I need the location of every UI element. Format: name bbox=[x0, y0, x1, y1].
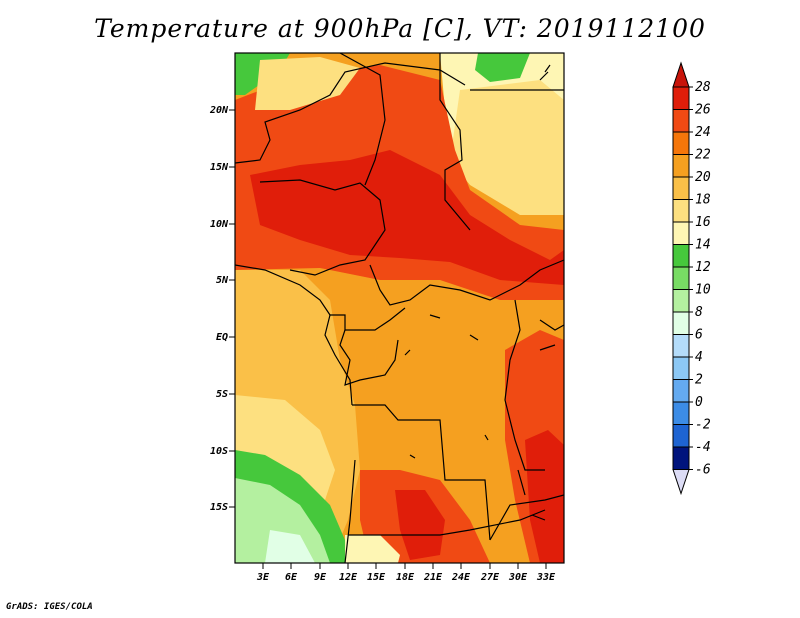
lat-label: 5S bbox=[216, 389, 228, 400]
colorbar-label: 8 bbox=[695, 305, 703, 320]
coastline-redsea bbox=[539, 64, 551, 81]
field-southwest-10-12 bbox=[235, 478, 330, 563]
map-frame bbox=[234, 52, 565, 564]
colorbar-swatch bbox=[672, 446, 690, 470]
coastline-angola bbox=[344, 459, 356, 563]
colorbar-label: 6 bbox=[695, 328, 703, 343]
field-north-18-20 bbox=[255, 57, 360, 110]
colorbar-swatch bbox=[672, 379, 690, 403]
temperature-field bbox=[235, 53, 564, 563]
coastline-gulf bbox=[235, 264, 331, 316]
lake-malawi bbox=[517, 469, 546, 521]
border-angola-drc bbox=[352, 404, 491, 541]
lat-label: 10S bbox=[210, 446, 228, 457]
colorbar-label: 0 bbox=[695, 395, 703, 410]
colorbar-swatch bbox=[672, 244, 690, 268]
border-north bbox=[235, 62, 466, 164]
colorbar-swatch bbox=[672, 401, 690, 425]
colorbar-label: -2 bbox=[695, 418, 711, 433]
border-uganda bbox=[539, 319, 564, 351]
lakes bbox=[404, 314, 489, 459]
colorbar-label: 20 bbox=[695, 170, 711, 185]
lon-label: 18E bbox=[396, 572, 415, 583]
field-sahel-28-plus bbox=[250, 150, 564, 285]
lon-label: 15E bbox=[367, 572, 386, 583]
lat-label: 15S bbox=[210, 502, 228, 513]
colorbar-label: 10 bbox=[695, 283, 711, 298]
colorbar-label: 22 bbox=[695, 148, 711, 163]
colorbar-label: 2 bbox=[695, 373, 703, 388]
lat-label: 5N bbox=[216, 275, 229, 286]
colorbar-swatch bbox=[672, 154, 690, 178]
country-borders bbox=[235, 53, 564, 563]
colorbar-label: 28 bbox=[695, 80, 711, 95]
lon-label: 33E bbox=[536, 572, 556, 583]
lon-label: 27E bbox=[480, 572, 500, 583]
colorbar-label: 14 bbox=[695, 238, 711, 253]
field-south-16-18 bbox=[345, 535, 400, 563]
colorbar-swatch bbox=[672, 86, 690, 110]
colorbar-label: 12 bbox=[695, 260, 711, 275]
border-nigeria bbox=[259, 179, 386, 276]
colorbar-swatch bbox=[672, 176, 690, 200]
colorbar-label: -6 bbox=[695, 463, 711, 478]
lon-label: 30E bbox=[508, 572, 528, 583]
colorbar-swatch bbox=[672, 334, 690, 358]
lat-label: 20N bbox=[209, 105, 229, 116]
colorbar-swatch bbox=[672, 289, 690, 313]
border-car bbox=[369, 259, 564, 306]
colorbar-swatch bbox=[672, 356, 690, 380]
colorbar-label: 18 bbox=[695, 193, 711, 208]
lat-label: 10N bbox=[210, 219, 229, 230]
grads-credit: GrADS: IGES/COLA bbox=[6, 602, 93, 612]
field-northeast-14-16 bbox=[475, 53, 530, 82]
field-northeast-18-20 bbox=[450, 80, 564, 215]
lat-label: 15N bbox=[210, 162, 229, 173]
colorbar-swatch bbox=[672, 221, 690, 245]
colorbar-swatch bbox=[672, 131, 690, 155]
colorbar-swatch bbox=[672, 109, 690, 133]
colorbar-label: 4 bbox=[695, 350, 703, 365]
border-congo bbox=[339, 329, 399, 386]
lon-label: 21E bbox=[423, 572, 443, 583]
coastline-gabon bbox=[324, 314, 353, 406]
latitude-axis: 20N 15N 10N 5N EQ 5S 10S 15S bbox=[209, 105, 235, 513]
border-great-lakes bbox=[504, 299, 545, 471]
colorbar-label: -4 bbox=[695, 440, 711, 455]
colorbar-swatch bbox=[672, 311, 690, 335]
border-namibia bbox=[348, 509, 546, 536]
border-niger-chad bbox=[339, 53, 386, 186]
longitude-axis: 3E 6E 9E 12E 15E 18E 21E 24E 27E 30E 33E bbox=[256, 563, 556, 583]
colorbar-swatch bbox=[672, 266, 690, 290]
lat-label: EQ bbox=[216, 332, 228, 343]
border-chad-sudan bbox=[439, 53, 471, 231]
map-title: Temperature at 900hPa [C], VT: 201911210… bbox=[94, 14, 706, 43]
lon-label: 9E bbox=[314, 572, 327, 583]
lon-label: 6E bbox=[285, 572, 298, 583]
field-southeast-28-plus bbox=[525, 430, 564, 563]
field-southwest-8-10 bbox=[265, 530, 315, 563]
lon-label: 3E bbox=[256, 572, 270, 583]
colorbar-label: 26 bbox=[695, 103, 711, 118]
border-cameroon-gabon bbox=[330, 307, 406, 331]
border-zambia bbox=[489, 494, 564, 541]
lon-label: 24E bbox=[451, 572, 471, 583]
colorbar-under-arrow bbox=[672, 469, 690, 496]
field-south-28-plus bbox=[395, 490, 445, 560]
colorbar-swatch bbox=[672, 199, 690, 223]
colorbar-label: 24 bbox=[695, 125, 711, 140]
colorbar-label: 16 bbox=[695, 215, 711, 230]
lon-label: 12E bbox=[339, 572, 358, 583]
colorbar-over-arrow bbox=[672, 61, 690, 88]
colorbar-swatch bbox=[672, 424, 690, 448]
